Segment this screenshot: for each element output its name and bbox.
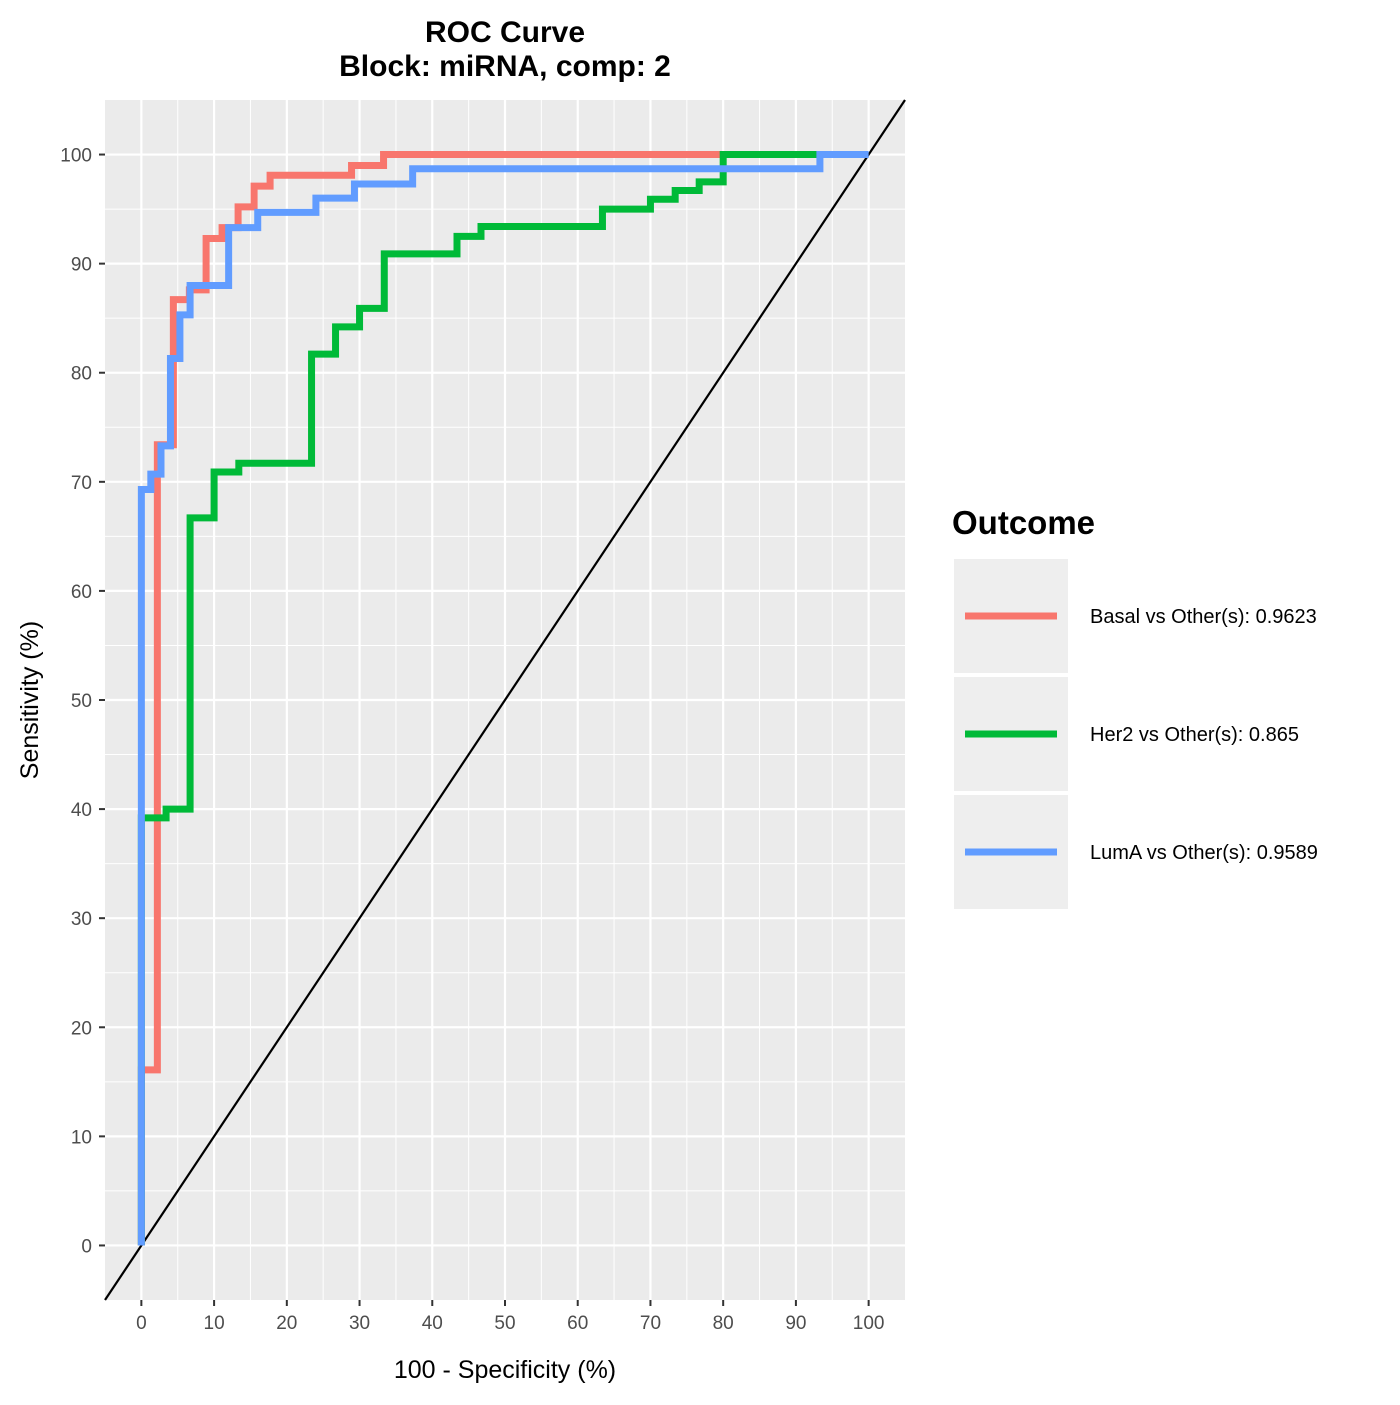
legend-entry-label: Her2 vs Other(s): 0.865 [1090, 724, 1299, 746]
x-tick-label: 100 [853, 1313, 885, 1334]
y-tick-label: 80 [71, 364, 92, 385]
x-axis-title: 100 - Specificity (%) [394, 1356, 616, 1384]
x-tick-label: 40 [422, 1313, 443, 1334]
legend-title: Outcome [952, 504, 1095, 541]
x-tick-label: 60 [567, 1313, 588, 1334]
x-tick-label: 80 [713, 1313, 734, 1334]
x-tick-label: 50 [494, 1313, 515, 1334]
x-tick-label: 90 [785, 1313, 806, 1334]
series-layer [137, 151, 869, 1246]
y-tick-label: 20 [71, 1018, 92, 1039]
chart-subtitle: Block: miRNA, comp: 2 [339, 50, 671, 83]
y-tick-label: 30 [71, 909, 92, 930]
legend-entry-label: LumA vs Other(s): 0.9589 [1090, 842, 1318, 864]
y-tick-label: 40 [71, 800, 92, 821]
y-tick-label: 60 [71, 582, 92, 603]
axis-layer: 0 10 20 30 40 50 60 70 80 90 100 0 10 20 30 40 50 60 70 80 9… [60, 146, 884, 1334]
x-tick-label: 30 [349, 1313, 370, 1334]
y-tick-label: 70 [71, 473, 92, 494]
reference-diagonal-line [104, 99, 906, 1301]
reference-line-layer [104, 99, 906, 1301]
y-tick-label: 0 [81, 1236, 92, 1257]
chart-title: ROC Curve [425, 16, 585, 49]
x-tick-label: 10 [204, 1313, 225, 1334]
y-tick-label: 50 [71, 691, 92, 712]
x-tick-label: 70 [640, 1313, 661, 1334]
x-tick-label: 0 [136, 1313, 147, 1334]
legend: Outcome Basal vs Other(s): 0.9623 Her2 vs… [952, 504, 1318, 909]
grid-layer [105, 100, 905, 1300]
legend-entry-label: Basal vs Other(s): 0.9623 [1090, 606, 1317, 628]
x-tick-label: 20 [276, 1313, 297, 1334]
y-tick-label: 10 [71, 1127, 92, 1148]
y-axis-title: Sensitivity (%) [16, 621, 44, 779]
series-line-3 [137, 151, 869, 1246]
y-tick-label: 100 [60, 146, 92, 167]
series-line-2 [137, 151, 818, 1246]
y-tick-label: 90 [71, 255, 92, 276]
